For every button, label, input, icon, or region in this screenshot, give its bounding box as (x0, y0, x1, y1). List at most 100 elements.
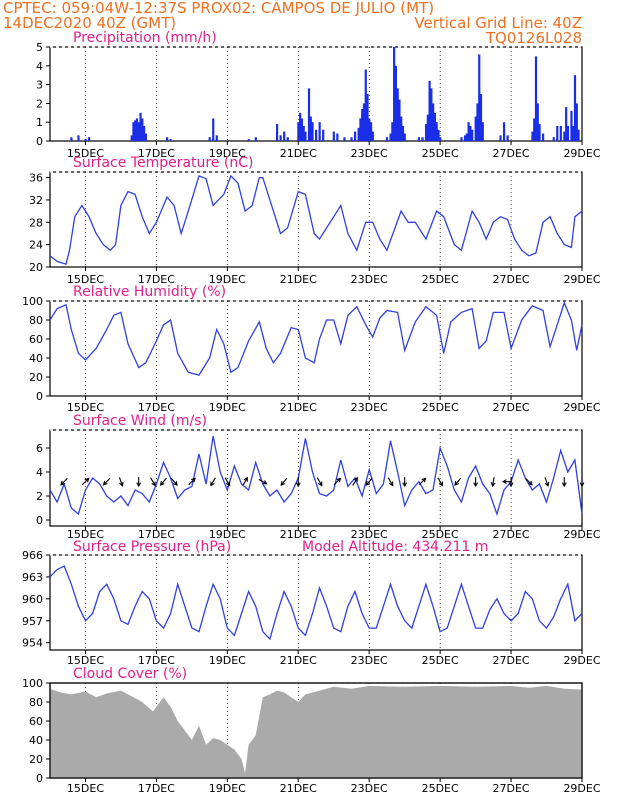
wind-arrow-head (490, 482, 496, 488)
wind-arrow-head (501, 479, 507, 485)
precip-bar (541, 133, 545, 141)
precip-bar (563, 131, 566, 141)
precip-bar (84, 139, 87, 141)
precip-bar (437, 129, 440, 141)
precip-bar (254, 137, 257, 141)
y-tick-label: 966 (22, 549, 43, 562)
precip-bar (77, 135, 80, 141)
precip-bar (311, 122, 314, 141)
precip-bar (570, 110, 573, 141)
y-tick-label: 40 (29, 352, 43, 365)
panel-frame (49, 171, 583, 268)
x-tick-label: 23DEC (351, 654, 388, 667)
precip-bar (401, 125, 405, 141)
x-tick-label: 29DEC (563, 273, 600, 286)
wind-arrow-shaft (210, 477, 216, 486)
precip-bar (336, 133, 339, 141)
x-tick-label: 27DEC (493, 782, 530, 795)
temp-series-line (49, 174, 583, 266)
wind-arrow-shaft (437, 477, 443, 486)
y-tick-label: 1 (36, 116, 43, 129)
x-tick-label: 19DEC (209, 273, 246, 286)
precip-bar (439, 137, 442, 141)
y-tick-label: 6 (36, 442, 43, 455)
precip-bar (400, 116, 403, 141)
x-tick-label: 17DEC (138, 654, 175, 667)
precip-bar (502, 122, 506, 141)
wind-arrow-shaft (103, 478, 111, 486)
wind-arrow-shaft (160, 477, 167, 486)
panel-temp: 15DEC 17DEC 19DEC 21DEC 23DEC 25DEC 27DEC 29DEC… (29, 155, 601, 286)
precip-bar (142, 125, 146, 141)
precip-bar (465, 133, 468, 141)
precip-bar (88, 137, 91, 141)
precip-bar (435, 122, 438, 141)
wind-arrow-shaft (333, 478, 341, 486)
panel-cloud: 15DEC 17DEC 19DEC 21DEC 23DEC 25DEC 27DEC 29DEC… (22, 666, 601, 795)
wind-arrow-shaft (352, 477, 358, 486)
precip-bar (538, 124, 541, 141)
x-tick-label: 15DEC (67, 273, 104, 286)
precip-bar (577, 129, 580, 141)
precip-bar (134, 120, 137, 141)
header-date: 14DEC2020 40Z (GMT) (3, 14, 176, 32)
precip-bar (318, 122, 321, 141)
x-tick-label: 23DEC (351, 528, 388, 541)
x-tick-label: 25DEC (422, 147, 459, 160)
wind-arrow-shaft (316, 477, 323, 486)
wind-arrow-shaft (224, 477, 231, 486)
precip-bar (552, 137, 555, 141)
x-tick-label: 27DEC (493, 147, 530, 160)
y-tick-label: 20 (29, 753, 43, 766)
x-tick-label: 25DEC (422, 401, 459, 414)
y-tick-label: 28 (29, 216, 43, 229)
precip-bar (430, 88, 433, 141)
wind-arrow-head (402, 482, 408, 488)
x-tick-label: 21DEC (280, 273, 317, 286)
y-tick-label: 4 (36, 60, 43, 73)
wind-series-line (49, 435, 583, 517)
x-tick-label: 29DEC (563, 782, 600, 795)
x-tick-label: 21DEC (280, 782, 317, 795)
y-tick-label: 0 (36, 135, 43, 148)
header-grid-note: Vertical Grid Line: 40Z (414, 14, 582, 32)
panel-pressure: 15DEC 17DEC 19DEC 21DEC 23DEC 25DEC 27DEC 29DEC… (22, 539, 601, 667)
precip-bar (70, 137, 73, 141)
precip-bar (362, 103, 366, 141)
panels-group: 15DEC 17DEC 19DEC 21DEC 23DEC 25DEC 27DEC 29DEC… (22, 30, 601, 795)
wind-arrow-shaft (454, 477, 462, 486)
x-tick-label: 15DEC (67, 528, 104, 541)
x-tick-label: 15DEC (67, 401, 104, 414)
y-tick-label: 32 (29, 194, 43, 207)
x-tick-label: 15DEC (67, 654, 104, 667)
y-tick-label: 0 (36, 772, 43, 785)
y-tick-label: 80 (29, 696, 43, 709)
precip-bar (533, 118, 536, 141)
precip-bar (208, 137, 211, 141)
precip-bar (139, 112, 142, 141)
y-tick-label: 5 (36, 41, 43, 54)
x-tick-label: 19DEC (209, 147, 246, 160)
wind-arrow-head (336, 477, 342, 483)
x-tick-label: 23DEC (351, 782, 388, 795)
precip-bar (421, 137, 424, 141)
precip-bar (364, 69, 367, 141)
y-tick-label: 2 (36, 490, 43, 503)
precip-bar (368, 118, 371, 141)
precip-bar (403, 133, 406, 141)
precip-bar (471, 129, 474, 141)
x-tick-label: 17DEC (138, 401, 175, 414)
precip-bar (389, 133, 392, 141)
x-tick-label: 25DEC (422, 528, 459, 541)
precip-bar (361, 109, 364, 141)
precip-bar (469, 125, 472, 141)
precip-bar (215, 135, 218, 141)
wind-arrow-shaft (170, 477, 178, 486)
rh-series-line (49, 301, 583, 376)
wind-arrow-shaft (60, 478, 68, 486)
panel-frame (49, 429, 583, 527)
wind-arrow-head (225, 481, 231, 487)
y-tick-label: 100 (22, 677, 43, 690)
precip-bar (536, 103, 539, 141)
precip-bar (369, 122, 373, 141)
